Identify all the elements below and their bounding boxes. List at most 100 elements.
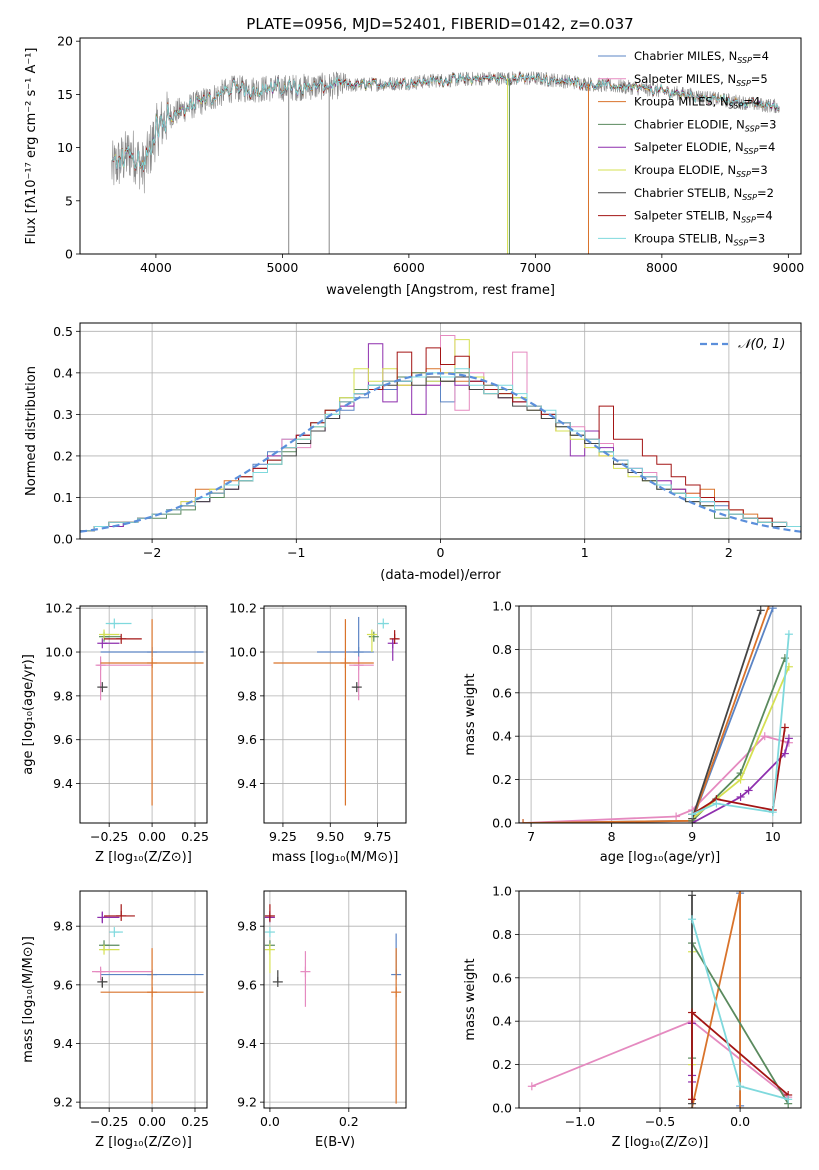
mass-weight-line xyxy=(691,634,790,816)
x-tick-label: 2 xyxy=(725,545,733,560)
error-bar-point xyxy=(97,682,108,693)
y-axis-label: Normed distribution xyxy=(24,366,39,496)
axes-frame xyxy=(79,322,802,540)
y-tick-label: 0.2 xyxy=(492,772,512,787)
residuals-panel: −2 −1 0 1 2 0.0 0.1 0.2 0.3 0.4 0.5 (data-model)/er… xyxy=(24,322,802,583)
legend-label-sub: SSP xyxy=(737,56,752,65)
legend-label-sub: SSP xyxy=(736,170,751,179)
x-axis-label: age [log₁₀(age/yr)] xyxy=(600,850,721,865)
x-axis-label: Z [log₁₀(Z/Z⊙)] xyxy=(95,850,192,865)
legend-label-prefix: Chabrier ELODIE, N xyxy=(634,117,745,131)
y-tick-label: 0.0 xyxy=(53,532,73,547)
legend-label-suffix: =3 xyxy=(751,163,768,177)
y-tick-label: 0.5 xyxy=(53,324,73,339)
mass-weight-vs-Z-panel: −1.0 −0.5 0.0 0.0 0.2 0.4 0.6 0.8 1.0 Z [log₁₀(Z/… xyxy=(463,884,802,1150)
error-bar-point xyxy=(104,633,142,644)
y-tick-label: 20 xyxy=(57,34,73,49)
legend-label: Salpeter STELIB, NSSP=4 xyxy=(634,209,773,225)
legend-label-sub: SSP xyxy=(734,238,749,247)
y-tick-label: 0 xyxy=(65,247,73,262)
error-bar-point xyxy=(99,629,120,640)
mass-weight-line xyxy=(522,607,774,823)
x-tick-label: 10 xyxy=(765,829,781,844)
legend-label-suffix: =4 xyxy=(758,140,775,154)
legend-label-suffix: =3 xyxy=(760,117,777,131)
axes-frame xyxy=(518,605,802,824)
y-tick-label: 9.8 xyxy=(237,688,257,703)
x-tick-label: 7 xyxy=(527,829,535,844)
axes-frame xyxy=(79,890,208,1109)
legend-label-sub: SSP xyxy=(741,216,756,225)
y-tick-label: 0.2 xyxy=(492,1057,512,1072)
error-bar-point xyxy=(264,927,275,938)
x-tick-label: 8 xyxy=(608,829,616,844)
legend-label-sub: SSP xyxy=(744,147,759,156)
x-tick-label: 0.25 xyxy=(181,829,209,844)
error-bar-point xyxy=(387,638,398,661)
legend-label-suffix: =4 xyxy=(743,95,760,109)
y-tick-label: 9.2 xyxy=(237,1095,257,1110)
x-tick-label: 9.50 xyxy=(316,829,344,844)
y-tick-label: 0.4 xyxy=(492,729,512,744)
legend-label-sub: SSP xyxy=(729,102,744,111)
legend-label-sub: SSP xyxy=(745,124,760,133)
axes-frame xyxy=(263,605,407,824)
legend-label-prefix: Chabrier MILES, N xyxy=(634,49,737,63)
axes-frame xyxy=(263,890,407,1109)
y-tick-label: 0.0 xyxy=(492,816,512,831)
x-tick-label: 9.25 xyxy=(269,829,297,844)
y-tick-label: 0.0 xyxy=(492,1101,512,1116)
error-bar-point xyxy=(97,976,108,988)
axes-frame xyxy=(79,605,208,824)
legend-label: Kroupa ELODIE, NSSP=3 xyxy=(634,163,768,179)
x-tick-label: 0 xyxy=(437,545,445,560)
y-tick-label: 10 xyxy=(57,140,73,155)
y-tick-label: 0.1 xyxy=(53,490,73,505)
x-tick-label: 1 xyxy=(581,545,589,560)
legend-label: Salpeter MILES, NSSP=5 xyxy=(634,72,768,88)
y-axis-label: mass [log₁₀(M/M⊙)] xyxy=(21,936,36,1063)
error-bar-point xyxy=(368,631,379,642)
y-tick-label: 0.8 xyxy=(492,642,512,657)
y-tick-label: 0.6 xyxy=(492,970,512,985)
legend-label-suffix: =4 xyxy=(752,49,769,63)
y-tick-label: 1.0 xyxy=(492,884,512,899)
error-bar-point xyxy=(300,951,311,1007)
spectrum-title: PLATE=0956, MJD=52401, FIBERID=0142, z=0… xyxy=(246,15,633,33)
error-bar-point xyxy=(366,629,377,653)
mass-weight-line xyxy=(691,891,741,1108)
x-tick-label: 4000 xyxy=(140,260,172,275)
y-tick-label: 0.2 xyxy=(53,448,73,463)
x-tick-label: −1 xyxy=(287,545,305,560)
x-axis-label: E(B-V) xyxy=(315,1135,355,1150)
legend-label: Kroupa MILES, NSSP=4 xyxy=(634,95,760,111)
error-bar-point xyxy=(92,966,153,981)
y-tick-label: 0.3 xyxy=(53,407,73,422)
x-tick-label: 0.2 xyxy=(339,1114,359,1129)
gaussian-line xyxy=(80,372,801,533)
y-axis-label: mass weight xyxy=(463,958,478,1040)
x-axis-label: Z [log₁₀(Z/Z⊙)] xyxy=(612,1135,709,1150)
error-bar-point xyxy=(97,638,120,649)
legend-label-prefix: Kroupa STELIB, N xyxy=(634,231,734,245)
x-tick-label: −0.25 xyxy=(90,1114,128,1129)
legend-label-prefix: Salpeter MILES, N xyxy=(634,72,736,86)
y-tick-label: 9.6 xyxy=(237,732,257,747)
error-bar-point xyxy=(104,904,135,921)
x-tick-label: 0.00 xyxy=(138,829,166,844)
legend-label-suffix: =2 xyxy=(757,186,774,200)
y-tick-label: 0.6 xyxy=(492,685,512,700)
y-tick-label: 9.4 xyxy=(237,1036,257,1051)
x-tick-label: 0.0 xyxy=(260,1114,280,1129)
x-tick-label: −2 xyxy=(143,545,161,560)
error-bar-point xyxy=(109,927,123,938)
x-tick-label: −1.0 xyxy=(565,1114,595,1129)
axes-frame xyxy=(518,890,802,1109)
y-tick-label: 10.2 xyxy=(229,601,257,616)
error-bar-point xyxy=(391,948,402,1104)
legend-label-prefix: Kroupa ELODIE, N xyxy=(634,163,736,177)
x-tick-label: 9.75 xyxy=(364,829,392,844)
x-axis-label: wavelength [Angstrom, rest frame] xyxy=(326,283,555,298)
error-bar-point xyxy=(272,970,283,987)
age-vs-mass-panel: 9.25 9.50 9.75 9.4 9.6 9.8 10.0 10.2 mass [log₁₀… xyxy=(229,601,407,865)
